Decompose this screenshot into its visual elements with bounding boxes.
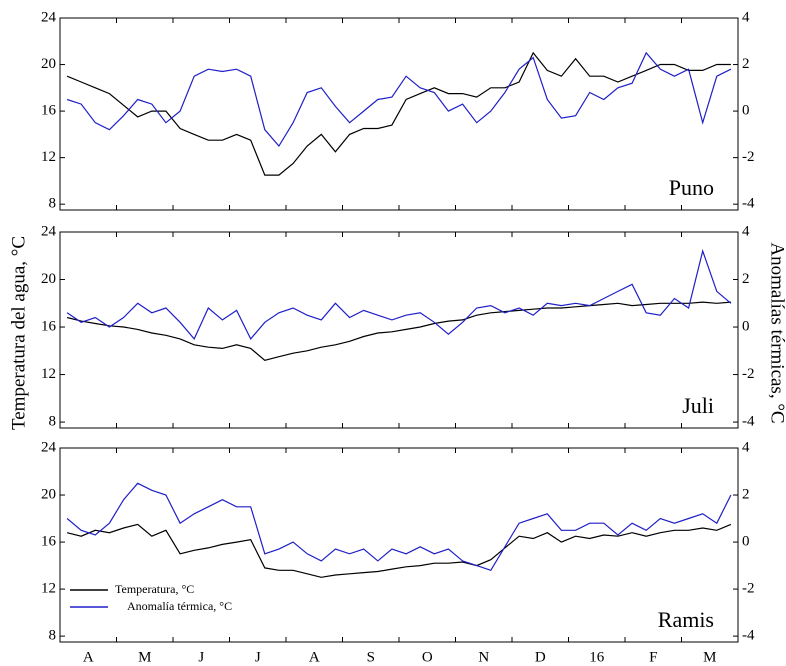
y2-tick-label: 4 xyxy=(742,439,750,455)
y2-tick-label: -4 xyxy=(742,628,755,644)
y2-tick-label: 2 xyxy=(742,486,750,502)
x-tick-label: S xyxy=(367,649,375,665)
y-tick-label: 20 xyxy=(41,56,56,72)
panel-label: Ramis xyxy=(658,607,714,632)
series-line xyxy=(66,301,731,361)
y-axis-title: Temperatura del agua, °C xyxy=(8,236,29,430)
series-line xyxy=(66,248,732,341)
y2-tick-label: 2 xyxy=(742,56,750,72)
x-tick-label: J xyxy=(255,649,261,665)
plot-frame xyxy=(59,447,739,643)
y2-tick-label: 0 xyxy=(742,318,750,334)
x-tick-label: N xyxy=(478,649,489,665)
y2-tick-label: 4 xyxy=(742,223,750,239)
legend-label: Anomalía térmica, °C xyxy=(127,599,232,613)
y-tick-label: 12 xyxy=(41,581,56,597)
y-tick-label: 20 xyxy=(41,486,56,502)
y-tick-label: 16 xyxy=(41,103,57,119)
y-tick-label: 12 xyxy=(41,366,56,382)
series-line xyxy=(66,51,732,148)
y2-tick-label: -2 xyxy=(742,149,755,165)
y-tick-label: 8 xyxy=(49,196,57,212)
x-tick-label: O xyxy=(422,649,433,665)
y-tick-label: 16 xyxy=(41,318,57,334)
y2-axis-title: Anomalías térmicas, °C xyxy=(767,242,786,423)
y2-tick-label: 0 xyxy=(742,103,750,119)
x-tick-label: D xyxy=(535,649,546,665)
y2-tick-label: -2 xyxy=(742,581,755,597)
series-line xyxy=(66,523,732,578)
x-tick-label: M xyxy=(138,649,151,665)
panel-label: Juli xyxy=(682,393,714,418)
x-tick-label: A xyxy=(309,649,320,665)
x-tick-label: J xyxy=(198,649,204,665)
y2-tick-label: 0 xyxy=(742,533,750,549)
y2-tick-label: -2 xyxy=(742,366,755,382)
y-tick-label: 24 xyxy=(41,9,57,25)
legend-label: Temperatura, °C xyxy=(115,582,194,596)
y2-tick-label: -4 xyxy=(742,413,755,429)
plot-frame xyxy=(59,17,739,211)
y-tick-label: 8 xyxy=(49,413,57,429)
y-tick-label: 16 xyxy=(41,533,57,549)
series-line xyxy=(66,51,731,176)
y-tick-label: 12 xyxy=(41,149,56,165)
x-tick-label: F xyxy=(649,649,657,665)
series-line xyxy=(66,482,732,572)
y-tick-label: 24 xyxy=(41,223,57,239)
y-tick-label: 24 xyxy=(41,439,57,455)
x-tick-label: A xyxy=(83,649,94,665)
y-tick-label: 8 xyxy=(49,628,57,644)
x-tick-label: 16 xyxy=(589,649,605,665)
y2-tick-label: 2 xyxy=(742,271,750,287)
y2-tick-label: -4 xyxy=(742,196,755,212)
panel-label: Puno xyxy=(669,175,714,200)
x-tick-label: M xyxy=(703,649,716,665)
y-tick-label: 20 xyxy=(41,271,56,287)
y2-tick-label: 4 xyxy=(742,9,750,25)
